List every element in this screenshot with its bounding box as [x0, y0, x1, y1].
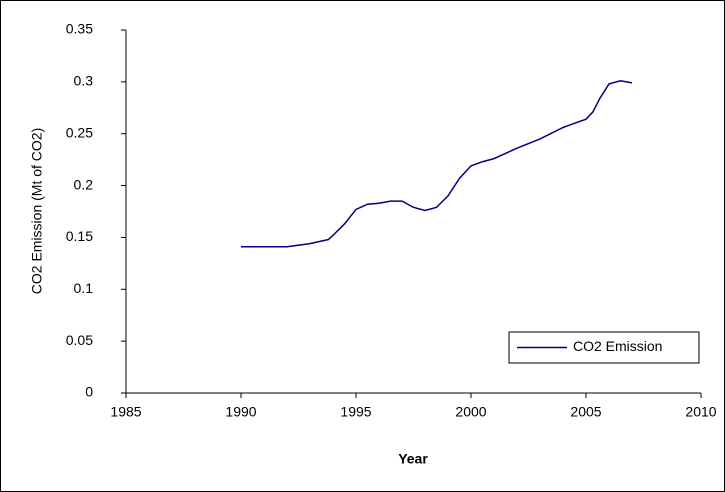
legend-label: CO2 Emission: [573, 338, 662, 354]
y-tick-label: 0.1: [74, 280, 94, 296]
x-tick-label: 1990: [225, 404, 256, 420]
y-tick-label: 0: [85, 384, 93, 400]
y-tick-label: 0.15: [66, 228, 93, 244]
x-tick-label: 2000: [455, 404, 486, 420]
y-tick-label: 0.35: [66, 21, 93, 37]
y-axis-label: CO2 Emission (Mt of CO2): [29, 128, 45, 294]
y-tick-label: 0.2: [74, 176, 94, 192]
x-tick-label: 1995: [340, 404, 371, 420]
y-tick-label: 0.05: [66, 332, 93, 348]
line-series: [241, 80, 633, 248]
x-axis-label: Year: [398, 451, 428, 467]
y-tick-label: 0.25: [66, 124, 93, 140]
y-tick-label: 0.3: [74, 73, 94, 89]
x-tick-label: 2005: [570, 404, 601, 420]
x-tick-label: 1985: [110, 404, 141, 420]
x-tick-label: 2010: [685, 404, 716, 420]
